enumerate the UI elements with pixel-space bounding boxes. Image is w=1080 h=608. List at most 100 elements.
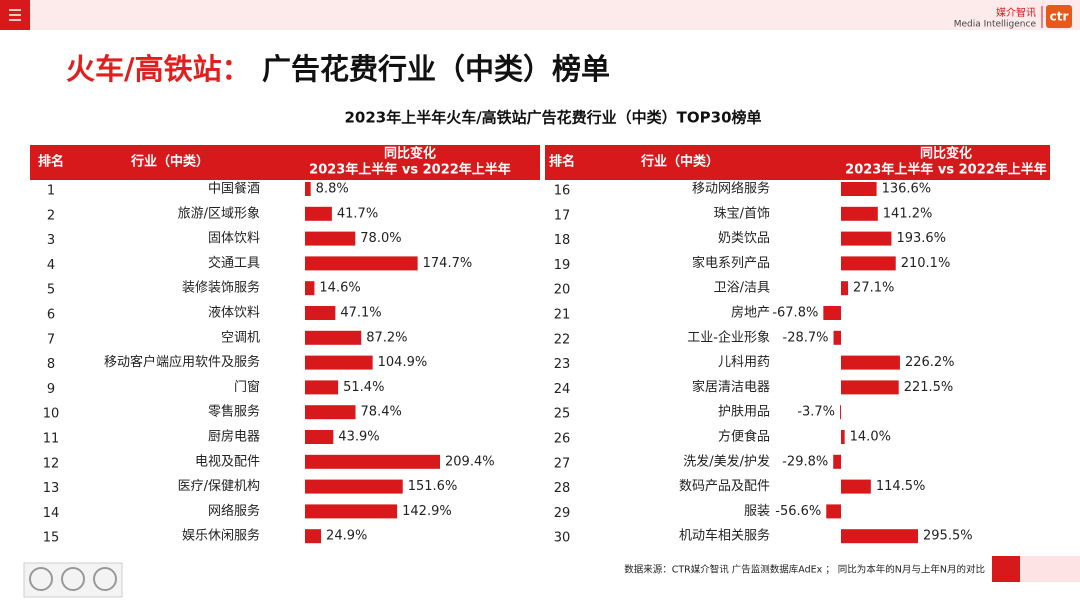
value-label: -67.8% [772, 306, 818, 321]
value-label: 8.8% [316, 182, 349, 197]
industry: 机动车相关服务 [679, 528, 770, 544]
logo: ctr [1050, 10, 1069, 24]
value-label: 136.6% [882, 182, 932, 197]
rank: 25 [554, 407, 571, 422]
bar [305, 355, 373, 370]
rank: 15 [43, 531, 60, 546]
rank: 3 [47, 233, 55, 248]
header-change: 同比变化 [384, 146, 436, 162]
bar [840, 405, 841, 420]
value-label: 142.9% [402, 504, 452, 519]
value-label: 78.0% [360, 231, 401, 246]
rank: 26 [554, 432, 571, 447]
header-rank: 排名 [38, 154, 64, 170]
industry: 交通工具 [208, 255, 260, 271]
industry: 儿科用药 [718, 355, 770, 370]
value-label: -29.8% [782, 454, 828, 469]
bar [305, 405, 356, 420]
industry: 零售服务 [208, 404, 260, 420]
industry: 移动网络服务 [692, 181, 770, 197]
value-label: 51.4% [343, 380, 384, 395]
rank: 5 [47, 283, 55, 298]
bar [305, 430, 334, 444]
bar [305, 182, 311, 196]
bar [841, 430, 845, 444]
industry: 旅游/区域形象 [178, 206, 260, 221]
industry: 数码产品及配件 [679, 479, 770, 494]
value-label: 226.2% [905, 355, 955, 370]
bar [841, 355, 900, 370]
industry: 方便食品 [718, 429, 770, 445]
value-label: 193.6% [896, 231, 946, 246]
rank: 13 [43, 481, 60, 496]
industry: 工业-企业形象 [687, 329, 770, 345]
bar [305, 529, 322, 544]
rank: 7 [47, 332, 55, 347]
value-label: 14.6% [319, 281, 360, 296]
top-bar [0, 0, 1080, 30]
industry: 家居清洁电器 [692, 379, 770, 395]
rank: 29 [554, 506, 571, 521]
rank: 20 [554, 283, 571, 298]
bar [823, 306, 841, 320]
industry: 空调机 [221, 330, 260, 345]
value-label: 24.9% [326, 529, 367, 544]
industry: 中国餐酒 [208, 181, 260, 197]
bar [305, 306, 336, 320]
rank: 2 [47, 208, 55, 223]
rank: 30 [554, 531, 571, 546]
bar [841, 182, 877, 196]
industry: 卫浴/洁具 [714, 281, 770, 296]
header-industry: 行业（中类） [640, 154, 719, 170]
value-label: 47.1% [340, 306, 381, 321]
bar [305, 479, 403, 494]
industry: 固体饮料 [208, 231, 260, 246]
rank: 22 [554, 332, 571, 347]
rank: 24 [554, 382, 571, 397]
bar [833, 454, 841, 469]
rank: 19 [554, 258, 571, 273]
rank: 1 [47, 184, 55, 199]
value-label: 104.9% [378, 355, 428, 370]
industry: 装修装饰服务 [182, 280, 260, 296]
bar [841, 256, 896, 271]
rank: 10 [43, 407, 60, 422]
rank: 12 [43, 456, 60, 471]
industry: 网络服务 [208, 503, 260, 519]
header-period: 2023年上半年 vs 2022年上半年 [309, 162, 511, 178]
bar [833, 330, 841, 345]
source: 数据来源：CTR媒介智讯 广告监测数据库AdEx ； 同比为本年的N月与上年N月… [624, 564, 985, 576]
bar [305, 454, 440, 469]
industry: 移动客户端应用软件及服务 [104, 354, 260, 370]
industry: 医疗/保健机构 [178, 479, 260, 494]
title-red: 火车/高铁站： [66, 52, 251, 86]
industry: 液体饮料 [208, 306, 260, 321]
value-label: 221.5% [904, 380, 954, 395]
subtitle: 2023年上半年火车/高铁站广告花费行业（中类）TOP30榜单 [344, 109, 761, 127]
bar [305, 206, 332, 221]
rank: 4 [47, 258, 55, 273]
corner-red [992, 556, 1020, 582]
rank: 17 [554, 208, 571, 223]
value-label: 14.0% [850, 430, 891, 445]
industry: 奶类饮品 [718, 231, 770, 246]
industry: 电视及配件 [195, 454, 260, 469]
table-header [545, 145, 1050, 180]
rank: 16 [554, 184, 571, 199]
value-label: 141.2% [883, 206, 933, 221]
bar [305, 256, 418, 271]
value-label: -3.7% [797, 405, 835, 420]
bar [826, 504, 841, 519]
rank: 9 [47, 382, 55, 397]
industry: 珠宝/首饰 [714, 206, 770, 221]
corner-pink [1020, 556, 1080, 582]
bar [305, 380, 339, 395]
value-label: 151.6% [408, 479, 458, 494]
rank: 21 [554, 308, 571, 323]
rank: 28 [554, 481, 571, 496]
brand-en: Media Intelligence [954, 20, 1037, 30]
bar [841, 380, 899, 395]
value-label: -56.6% [775, 504, 821, 519]
header-rank: 排名 [549, 154, 575, 170]
